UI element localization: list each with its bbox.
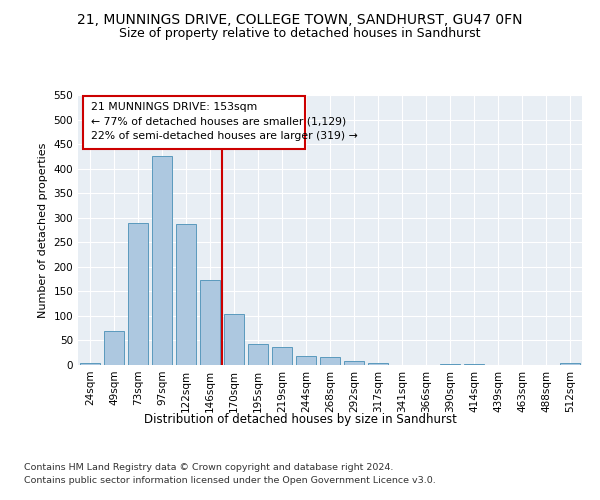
Text: 21, MUNNINGS DRIVE, COLLEGE TOWN, SANDHURST, GU47 0FN: 21, MUNNINGS DRIVE, COLLEGE TOWN, SANDHU… bbox=[77, 12, 523, 26]
Text: Distribution of detached houses by size in Sandhurst: Distribution of detached houses by size … bbox=[143, 412, 457, 426]
Bar bbox=[224, 314, 244, 365]
Bar bbox=[296, 356, 316, 365]
Y-axis label: Number of detached properties: Number of detached properties bbox=[38, 142, 48, 318]
Text: Contains HM Land Registry data © Crown copyright and database right 2024.: Contains HM Land Registry data © Crown c… bbox=[24, 462, 394, 471]
Bar bbox=[320, 357, 340, 365]
Bar bbox=[464, 364, 484, 365]
Bar bbox=[152, 156, 172, 365]
Bar bbox=[440, 364, 460, 365]
Bar bbox=[344, 361, 364, 365]
Bar bbox=[560, 363, 580, 365]
Bar bbox=[368, 363, 388, 365]
Bar bbox=[80, 362, 100, 365]
Text: Size of property relative to detached houses in Sandhurst: Size of property relative to detached ho… bbox=[119, 28, 481, 40]
Bar bbox=[128, 222, 148, 365]
Bar bbox=[272, 347, 292, 365]
FancyBboxPatch shape bbox=[83, 96, 305, 149]
Text: Contains public sector information licensed under the Open Government Licence v3: Contains public sector information licen… bbox=[24, 476, 436, 485]
Bar bbox=[104, 330, 124, 365]
Text: 21 MUNNINGS DRIVE: 153sqm: 21 MUNNINGS DRIVE: 153sqm bbox=[91, 102, 257, 112]
Bar bbox=[248, 344, 268, 365]
Bar bbox=[200, 280, 220, 365]
Text: 22% of semi-detached houses are larger (319) →: 22% of semi-detached houses are larger (… bbox=[91, 132, 358, 141]
Text: ← 77% of detached houses are smaller (1,129): ← 77% of detached houses are smaller (1,… bbox=[91, 116, 346, 126]
Bar bbox=[176, 224, 196, 365]
